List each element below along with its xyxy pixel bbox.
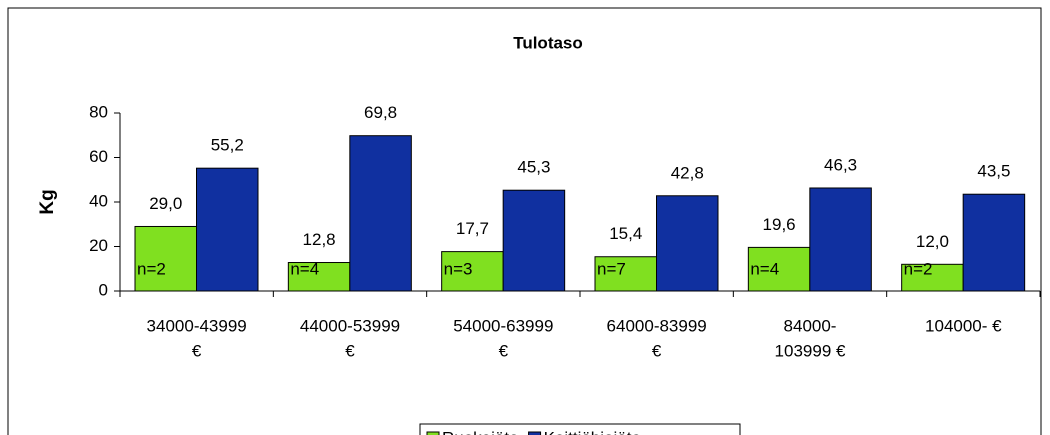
bar [594,256,657,292]
data-label: 29,0 [149,194,182,213]
x-tick-label: € [499,341,509,360]
data-label: 15,4 [609,224,642,243]
bar-annotation: n=7 [597,259,626,278]
bar [809,187,872,292]
data-label: 12,0 [916,232,949,251]
data-label: 42,8 [671,163,704,182]
legend-label: Ruokajäte [442,428,519,435]
bar [502,189,566,292]
legend-swatch [426,431,440,435]
data-label: 55,2 [211,136,244,155]
data-label: 17,7 [456,219,489,238]
legend-swatch [528,431,542,435]
x-tick-label: € [345,341,355,360]
legend-label: Keittiöbiojäte [544,428,641,435]
data-label: 12,8 [303,230,336,249]
y-tick-label: 80 [89,102,108,121]
data-label: 43,5 [977,162,1010,181]
bar [349,135,412,292]
bar [747,246,811,292]
chart-border [7,7,1042,435]
x-tick-label: € [652,341,662,360]
x-tick-label: € [192,341,202,360]
bar-annotation: n=4 [290,259,319,278]
bar [196,167,259,292]
x-tick-label: 44000-53999 [300,316,400,335]
y-axis-label: Kg [37,189,58,214]
data-label: 69,8 [364,103,397,122]
bar [962,193,1026,292]
bar [656,195,719,292]
x-tick-label: 64000-83999 [607,316,707,335]
data-label: 45,3 [517,158,550,177]
y-tick-label: 20 [89,236,108,255]
data-label: 46,3 [824,155,857,174]
bar-annotation: n=2 [137,259,166,278]
chart-title: Tulotaso [513,33,583,52]
data-label: 19,6 [763,215,796,234]
x-tick-label: 54000-63999 [453,316,553,335]
y-tick-label: 40 [89,191,108,210]
x-tick-label: 104000- € [925,316,1002,335]
y-tick-label: 0 [99,280,108,299]
bar-annotation: n=2 [904,259,933,278]
x-tick-label: 34000-43999 [147,316,247,335]
y-tick-label: 60 [89,147,108,166]
legend-box [419,423,741,435]
bar-annotation: n=4 [750,259,779,278]
bar [901,263,964,292]
bar-annotation: n=3 [444,259,473,278]
x-tick-label: 103999 € [775,341,846,360]
x-tick-label: 84000- [784,316,837,335]
